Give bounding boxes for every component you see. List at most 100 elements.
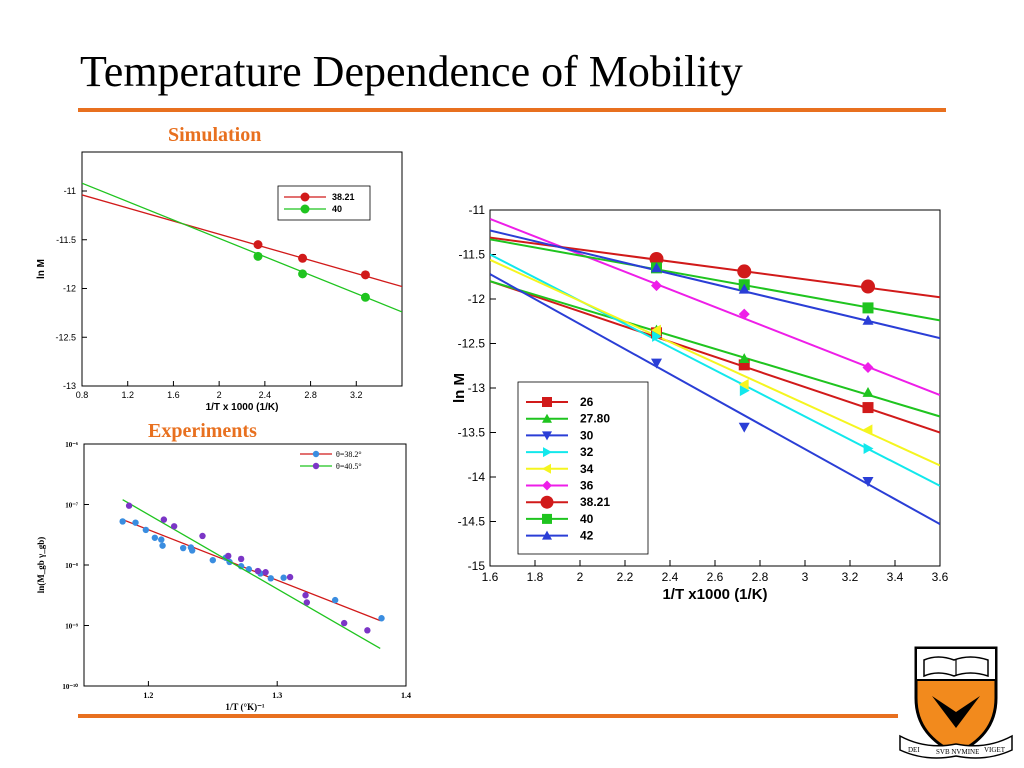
main-x-tick-label: 2.8 (752, 570, 769, 584)
main-x-tick-label: 2.6 (707, 570, 724, 584)
sim-data-point (253, 240, 263, 250)
main-y-tick-label: -12 (468, 292, 486, 306)
main-data-point (863, 443, 874, 455)
exp-data-point (179, 544, 187, 552)
main-legend-label: 38.21 (580, 495, 610, 509)
exp-data-point (302, 592, 309, 599)
main-data-point (862, 302, 874, 314)
main-legend-marker (542, 397, 552, 407)
main-data-point (651, 280, 662, 292)
exp-data-point (151, 534, 159, 541)
main-legend-marker (542, 431, 552, 441)
main-data-point (651, 358, 662, 369)
exp-data-point (209, 556, 216, 564)
exp-y-tick-label: 10⁻⁸ (65, 562, 78, 570)
motto-word-3: VIGET (984, 746, 1006, 754)
main-legend-label: 36 (580, 479, 594, 493)
exp-y-tick-label: 10⁻⁶ (65, 441, 78, 449)
main-legend-label: 26 (580, 395, 594, 409)
main-data-point (738, 359, 750, 371)
main-data-point (652, 330, 662, 342)
main-data-point (651, 262, 662, 273)
main-data-point (862, 424, 873, 436)
exp-data-point (225, 552, 232, 560)
sim-x-axis-label: 1/T x 1000 (1/K) (206, 402, 279, 413)
main-y-tick-label: -14 (468, 470, 486, 484)
experiments-chart: 1.2 1.3 1.4 10⁻⁶ 10⁻⁷ 10⁻⁸ 10⁻⁹ 10⁻¹⁰ 1/T (°K)⁻¹… (36, 441, 411, 712)
exp-legend-label: θ=40.5° (336, 462, 362, 471)
main-data-point (862, 402, 874, 414)
exp-y-tick-label: 10⁻⁷ (65, 502, 78, 510)
sim-y-tick-label: -13 (63, 381, 76, 391)
exp-data-point (158, 536, 165, 543)
motto-word-2: SVB NVMINE (936, 748, 979, 756)
main-x-tick-label: 3.4 (887, 570, 904, 584)
princeton-shield-icon: DEI SVB NVMINE VIGET (899, 646, 1013, 759)
main-x-tick-label: 3.6 (932, 570, 949, 584)
main-y-tick-label: -12.5 (458, 337, 486, 351)
main-legend-marker (543, 447, 552, 458)
exp-data-point (132, 519, 139, 526)
main-legend-label: 30 (580, 428, 594, 442)
main-legend-marker (542, 530, 552, 540)
exp-legend-marker (312, 450, 320, 458)
sim-x-tick-label: 2.4 (259, 390, 272, 400)
sim-y-tick-label: -11 (64, 186, 76, 196)
main-y-tick-label: -13.5 (458, 426, 486, 440)
exp-data-point (245, 566, 253, 573)
sim-data-point (298, 253, 308, 263)
sim-legend-label: 38.21 (332, 192, 355, 202)
main-data-point (738, 308, 750, 320)
sim-x-tick-label: 1.6 (167, 390, 180, 400)
exp-data-point (119, 518, 126, 525)
experiments-label: Experiments (148, 420, 257, 442)
exp-legend-label: θ=38.2° (336, 450, 362, 459)
sim-x-tick-label: 2.8 (304, 390, 317, 400)
exp-data-point (159, 542, 166, 549)
main-fit-line (490, 229, 940, 340)
sim-y-tick-label: -12 (63, 284, 76, 294)
exp-plot-area (83, 443, 407, 687)
sim-y-tick-label: -11.5 (56, 235, 76, 245)
exp-data-point (340, 619, 348, 627)
sim-data-point (298, 269, 308, 279)
exp-data-point (142, 526, 150, 534)
exp-data-point (160, 516, 168, 523)
main-data-point (739, 385, 750, 397)
main-legend-marker (540, 495, 554, 509)
exp-data-point (280, 574, 287, 581)
exp-data-point (254, 567, 262, 575)
exp-data-point (170, 523, 178, 530)
main-fit-line (490, 273, 940, 526)
motto-word-1: DEI (908, 746, 920, 754)
main-x-tick-label: 2.4 (662, 570, 679, 584)
sim-x-tick-label: 1.2 (121, 390, 134, 400)
main-data-point (738, 283, 750, 294)
sim-fit-line (82, 182, 402, 313)
exp-y-tick-label: 10⁻¹⁰ (62, 683, 78, 691)
main-legend-label: 34 (580, 462, 594, 476)
main-mobility-chart: 1.6 1.8 2 2.2 2.4 2.6 2.8 3 3.2 3.4 3.6 -11 -11.5 -12… (451, 203, 949, 603)
exp-data-point (188, 547, 196, 554)
main-data-point (738, 378, 749, 390)
exp-data-point (286, 573, 294, 581)
main-x-axis-label: 1/T x1000 (1/K) (662, 586, 767, 603)
exp-data-point (262, 569, 269, 576)
sim-legend-label: 40 (332, 204, 342, 214)
main-y-tick-label: -11.5 (459, 248, 486, 262)
main-legend-marker (542, 513, 552, 524)
sim-data-point (360, 270, 370, 280)
sim-series-group (82, 182, 402, 313)
exp-data-point (125, 502, 133, 509)
main-data-point (862, 314, 874, 325)
sim-x-tick-label: 0.8 (76, 390, 89, 400)
main-y-tick-label: -13 (468, 381, 486, 395)
sim-y-axis-label: ln M (36, 259, 47, 279)
bottom-rule (78, 714, 898, 718)
main-data-point (737, 264, 752, 279)
exp-x-tick-label: 1.4 (401, 691, 411, 700)
sim-x-tick-label: 2 (217, 390, 222, 400)
slide-title: Temperature Dependence of Mobility (80, 47, 743, 96)
main-data-point (862, 477, 874, 487)
exp-y-axis-label: ln(M_gb γ_gb) (36, 537, 46, 593)
